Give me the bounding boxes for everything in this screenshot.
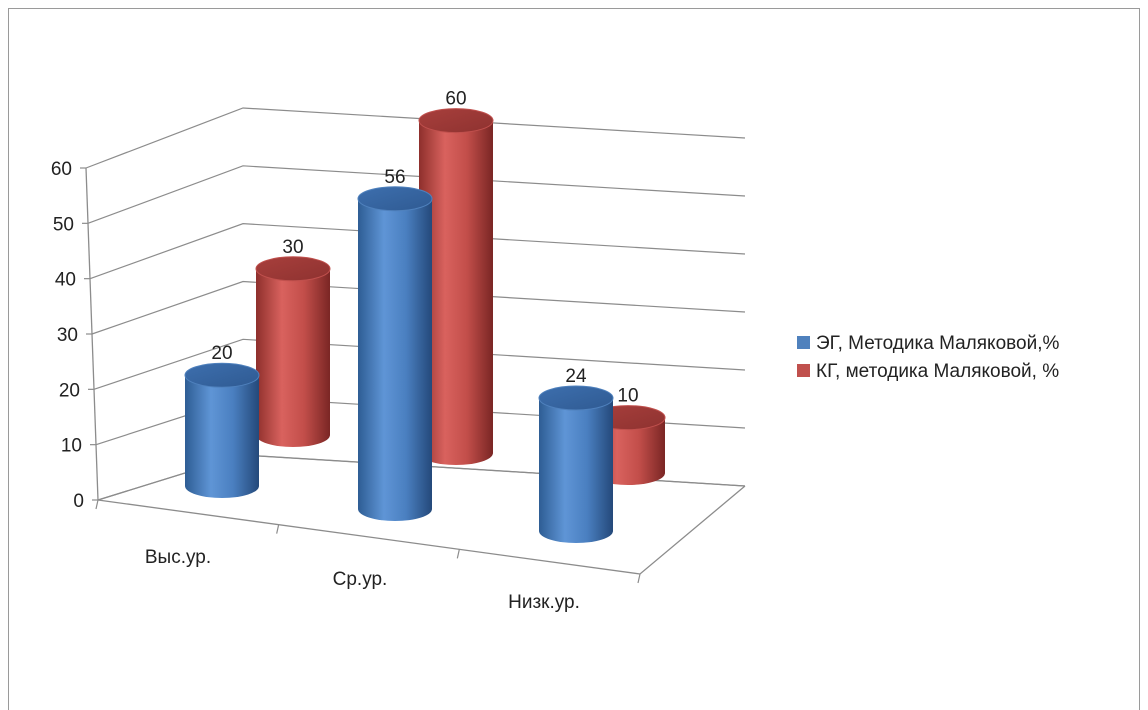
bars	[184, 108, 666, 543]
data-label: 30	[282, 237, 303, 258]
bar	[255, 256, 331, 447]
bar-body	[539, 398, 613, 543]
legend-swatch	[797, 336, 810, 349]
x-tick-mark	[637, 573, 641, 584]
bar-top	[255, 256, 331, 282]
legend: ЭГ, Методика Маляковой,% КГ, методика Мал…	[797, 333, 1059, 382]
bar	[357, 186, 433, 521]
chart-frame	[8, 8, 1140, 710]
gridline	[87, 165, 746, 224]
y-tick-label: 60	[51, 159, 72, 180]
bar-top	[418, 108, 494, 134]
legend-swatch	[797, 364, 810, 377]
data-label: 20	[211, 343, 232, 364]
legend-entry: ЭГ, Методика Маляковой,%	[816, 333, 1059, 354]
y-axis-tick-labels: 0 10 20 30 40 50 60	[51, 159, 84, 512]
gridline	[93, 338, 746, 390]
gridline	[91, 280, 746, 335]
y-tick-label: 10	[61, 436, 82, 457]
bar-top	[184, 362, 260, 388]
x-tick-label: Низк.ур.	[508, 592, 580, 613]
x-tick-mark	[276, 524, 280, 534]
x-axis-tick-labels: Выс.ур. Ср.ур. Низк.ур.	[145, 547, 580, 613]
y-tick-label: 0	[73, 491, 84, 512]
y-tick-label: 40	[55, 270, 76, 291]
bar-top	[357, 186, 433, 212]
data-label: 24	[565, 366, 587, 387]
x-tick-label: Ср.ур.	[333, 569, 388, 590]
bar	[538, 385, 614, 543]
x-tick-mark	[456, 549, 460, 559]
x-tick-mark	[95, 499, 99, 510]
bar-body	[358, 198, 432, 521]
gridline	[85, 107, 746, 169]
data-label: 60	[445, 89, 466, 110]
bar-top	[538, 385, 614, 411]
x-tick-label: Выс.ур.	[145, 547, 211, 568]
y-tick-label: 30	[57, 325, 78, 346]
legend-entry: КГ, методика Маляковой, %	[816, 361, 1059, 382]
data-labels: 30 60 10 20 56 24	[211, 89, 638, 407]
y-tick-label: 20	[59, 380, 80, 401]
bar-body	[419, 120, 493, 465]
bar	[184, 362, 260, 498]
gridline	[89, 223, 746, 280]
data-label: 10	[617, 386, 638, 407]
y-tick-label: 50	[53, 214, 74, 235]
data-label: 56	[384, 167, 405, 188]
bar-body	[185, 375, 259, 498]
bar	[418, 108, 494, 465]
bar-body	[256, 268, 330, 447]
